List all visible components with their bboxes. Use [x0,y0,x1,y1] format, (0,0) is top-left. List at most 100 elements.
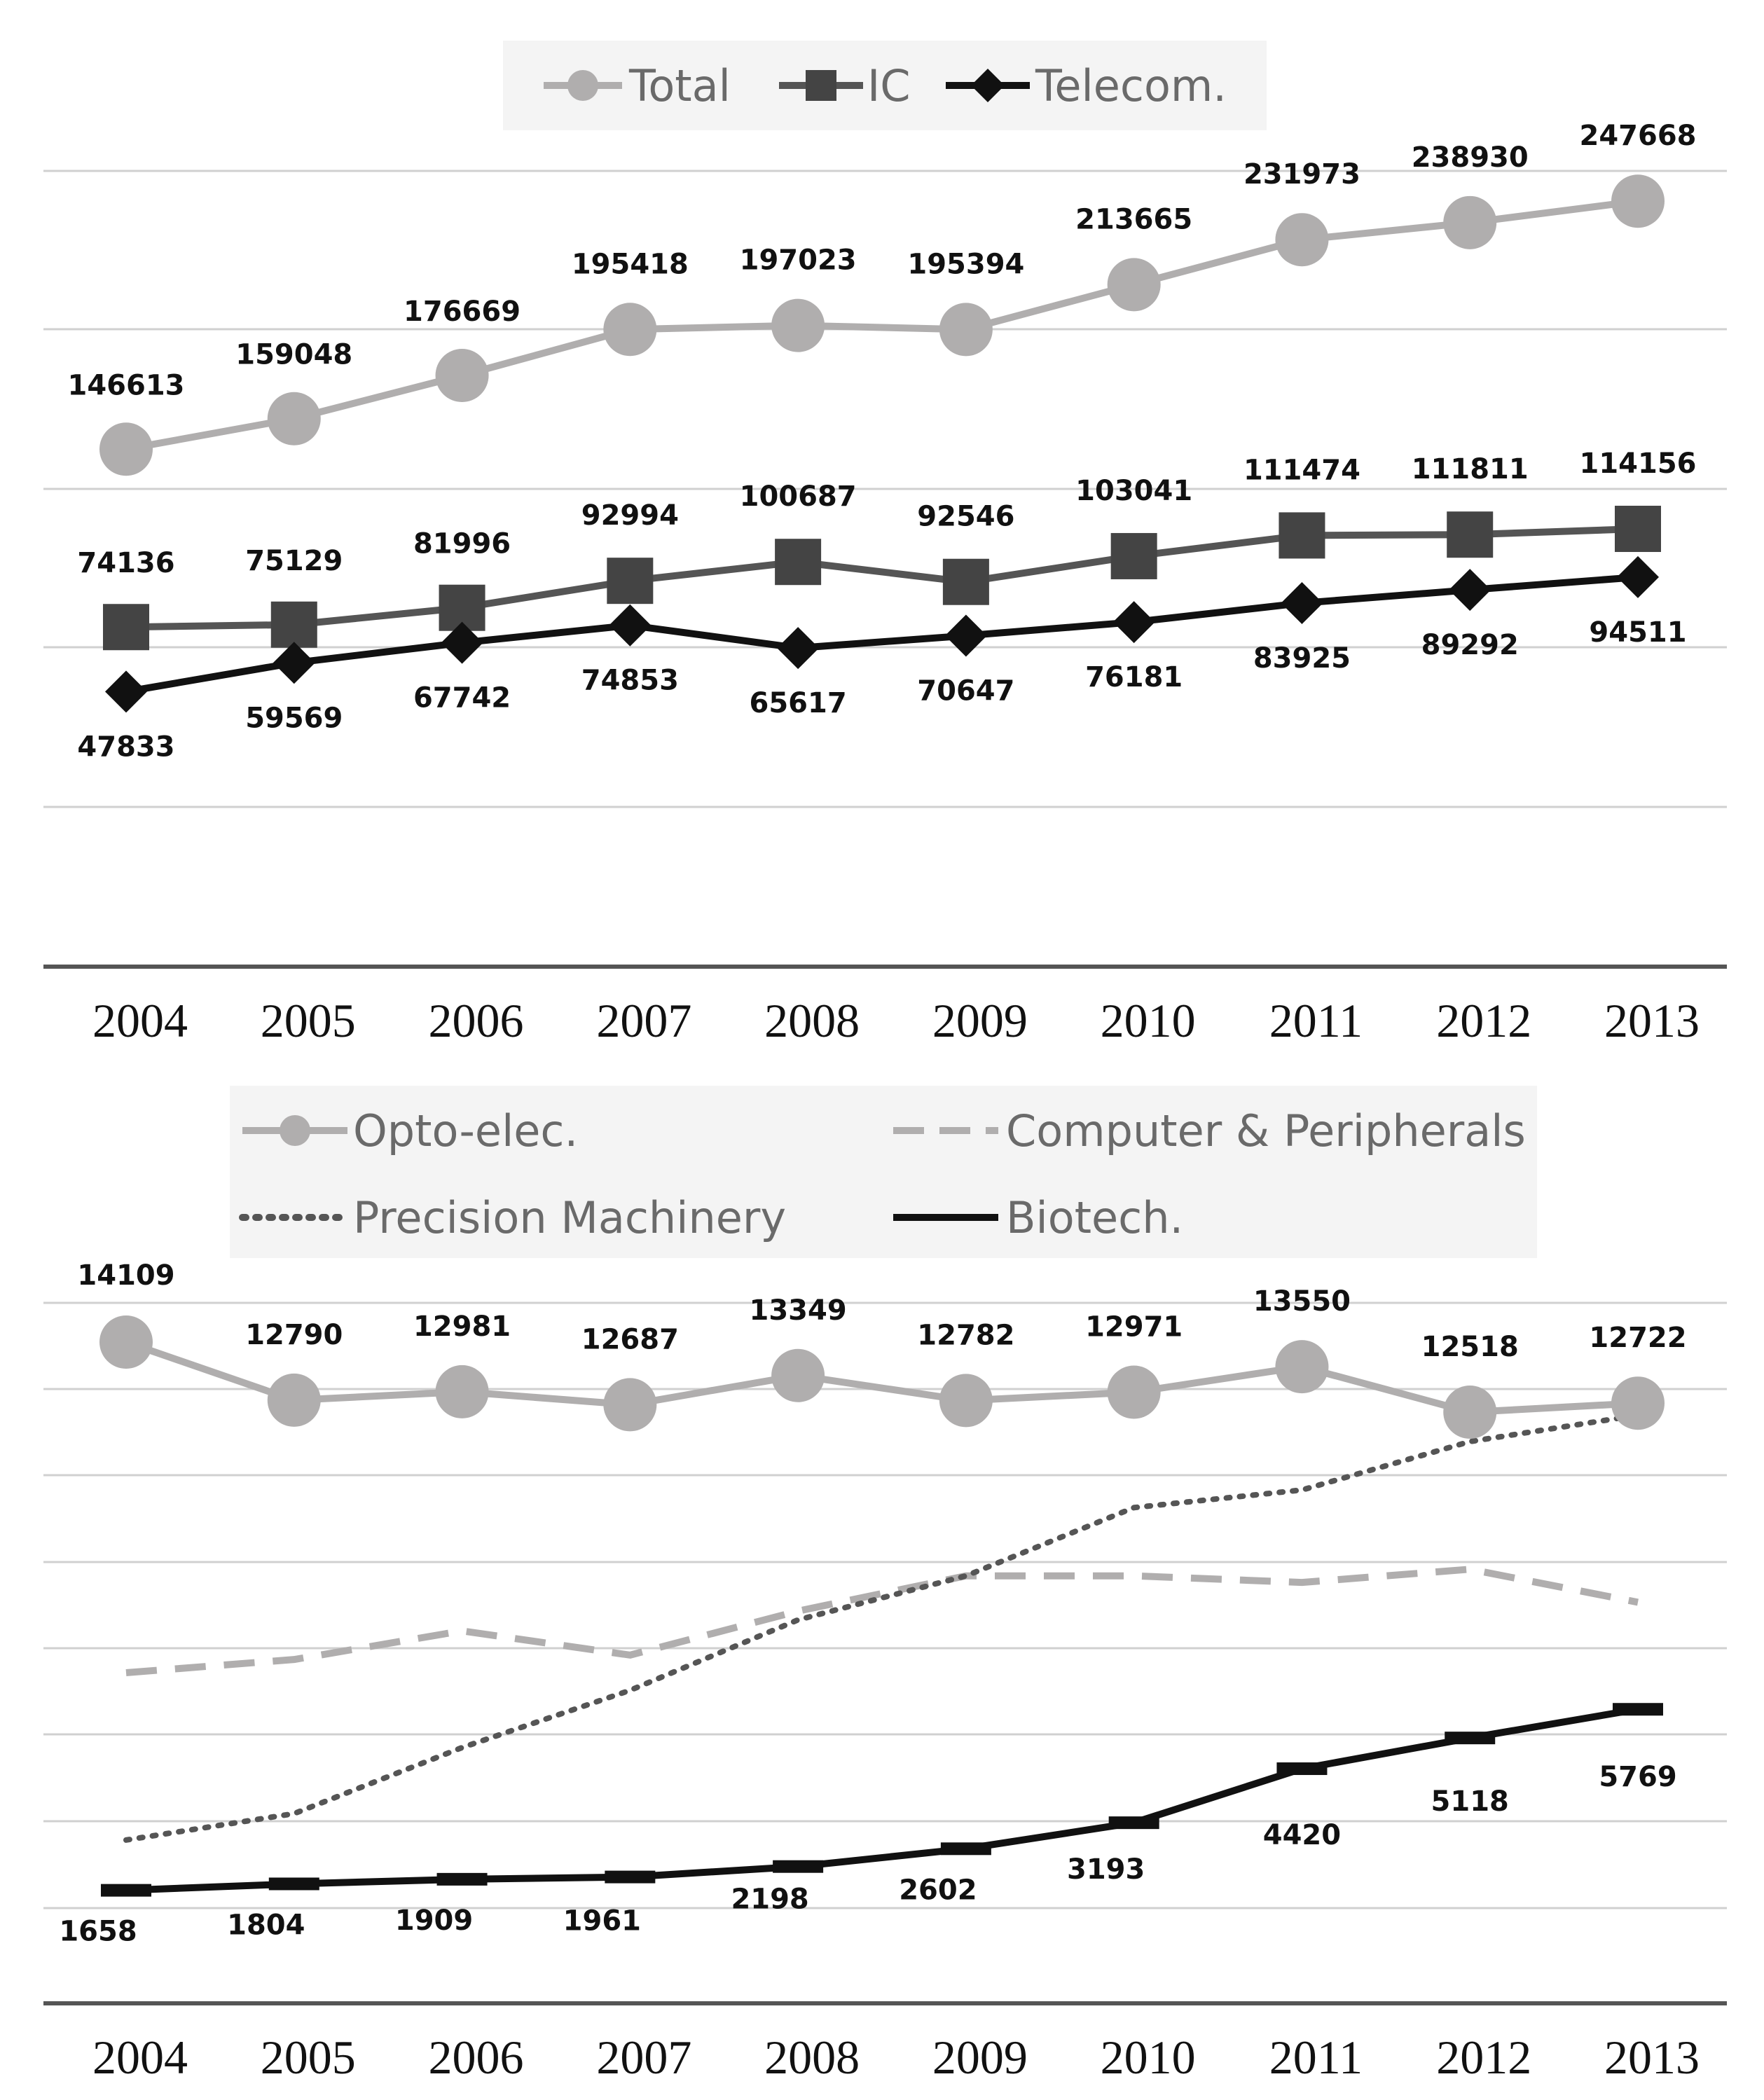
x-tick-label: 2004 [92,994,188,1047]
data-label-total: 195418 [572,248,689,280]
x-tick-label: 2012 [1436,2031,1531,2084]
data-label-ic: 111474 [1243,454,1360,486]
series-line-opto [125,1339,1639,1416]
data-label-opto: 12518 [1421,1331,1519,1363]
marker-ic [1110,532,1157,579]
data-label-biotech: 5118 [1431,1785,1509,1818]
x-tick-label: 2006 [429,994,524,1047]
top-line-chart: 146613 159048 176669 195418 197023 195394 2136… [43,41,1727,1047]
data-label-telecom: 59569 [245,702,343,734]
marker-telecom [105,670,147,713]
data-label-ic: 75129 [245,545,343,577]
data-label-telecom: 76181 [1085,661,1183,693]
series-line-computer [125,1566,1639,1676]
marker-opto [1107,1365,1161,1419]
series-line-precision [123,1412,1641,1843]
data-label-ic: 103041 [1075,475,1192,507]
marker-telecom [441,621,483,664]
data-label-biotech: 1658 [59,1916,137,1948]
series-line-telecom [125,573,1639,696]
data-label-biotech: 2602 [899,1874,977,1906]
x-tick-label: 2007 [596,994,691,1047]
data-label-total: 238930 [1412,141,1529,174]
marker-total [1275,213,1329,267]
x-tick-label: 2005 [261,2031,356,2084]
x-tick-label: 2009 [932,2031,1028,2084]
legend-label-biotech: Biotech. [1006,1192,1183,1243]
marker-total [1107,258,1161,312]
legend-marker-ic [806,70,836,101]
x-tick-label: 2011 [1269,2031,1363,2084]
marker-biotech [1108,1816,1159,1830]
data-label-biotech: 3193 [1067,1853,1145,1886]
bottom-x-tick-labels: 2004 2005 2006 2007 2008 2009 2010 2011 2012 2013 [92,2031,1700,2084]
legend-label-computer: Computer & Peripherals [1006,1105,1526,1156]
data-label-telecom: 47833 [77,731,174,763]
marker-telecom [1281,581,1323,624]
top-data-labels: 146613 159048 176669 195418 197023 195394 2136… [68,120,1697,763]
legend-item-opto: Opto-elec. [242,1105,578,1156]
data-label-ic: 74136 [77,547,174,579]
x-tick-label: 2010 [1101,2031,1196,2084]
marker-opto [1611,1376,1665,1430]
data-label-opto: 12790 [245,1319,343,1351]
data-label-biotech: 5769 [1599,1761,1676,1793]
legend-label-precision: Precision Machinery [353,1192,786,1243]
marker-total [603,303,657,357]
data-label-total: 247668 [1580,120,1697,152]
x-tick-label: 2009 [932,994,1028,1047]
data-label-telecom: 74853 [581,665,679,697]
data-label-total: 197023 [740,244,857,277]
top-series-lines [125,198,1639,696]
bottom-data-labels: 14109 12790 12981 12687 13349 12782 12971 13550… [59,1259,1686,1948]
marker-biotech [436,1872,488,1886]
x-tick-label: 2008 [764,2031,860,2084]
x-tick-label: 2012 [1436,994,1531,1047]
data-label-ic: 92994 [581,499,679,532]
marker-telecom [1112,601,1155,644]
x-tick-label: 2007 [596,2031,691,2084]
marker-biotech [940,1842,991,1856]
marker-telecom [944,614,987,657]
marker-telecom [609,604,652,647]
x-tick-label: 2010 [1101,994,1196,1047]
data-label-telecom: 83925 [1253,642,1351,675]
marker-telecom [1617,555,1659,598]
marker-total [1611,174,1665,228]
series-line-total [125,198,1639,453]
x-tick-label: 2008 [764,994,860,1047]
data-label-total: 146613 [68,369,185,401]
data-label-biotech: 1961 [563,1905,641,1937]
marker-total [939,303,993,357]
data-label-ic: 81996 [413,528,511,560]
top-series-markers [99,174,1665,713]
marker-opto [267,1373,321,1427]
marker-telecom [1449,569,1491,612]
data-label-ic: 100687 [740,481,857,513]
data-label-opto: 13349 [750,1294,847,1327]
top-x-tick-labels: 2004 2005 2006 2007 2008 2009 2010 2011 2012 2013 [92,994,1700,1047]
x-tick-label: 2013 [1604,2031,1700,2084]
data-label-telecom: 94511 [1589,616,1686,649]
marker-ic [607,558,654,605]
data-label-ic: 114156 [1580,448,1697,480]
top-legend-box [503,41,1267,130]
legend-item-total: Total [544,60,731,111]
legend-label-total: Total [628,60,731,111]
marker-ic [103,604,149,651]
marker-telecom [777,627,820,670]
data-label-ic: 92546 [917,501,1014,533]
marker-biotech [268,1877,319,1891]
marker-total [435,348,489,402]
data-label-opto: 12782 [917,1319,1014,1351]
data-label-total: 159048 [235,339,352,371]
data-label-biotech: 1909 [395,1905,473,1937]
marker-opto [939,1374,993,1428]
legend-label-telecom: Telecom. [1035,60,1227,111]
legend-marker-telecom [971,69,1005,102]
marker-telecom [273,642,315,684]
data-label-ic: 111811 [1412,453,1529,485]
legend-label-opto: Opto-elec. [353,1105,578,1156]
marker-ic [1447,511,1494,558]
